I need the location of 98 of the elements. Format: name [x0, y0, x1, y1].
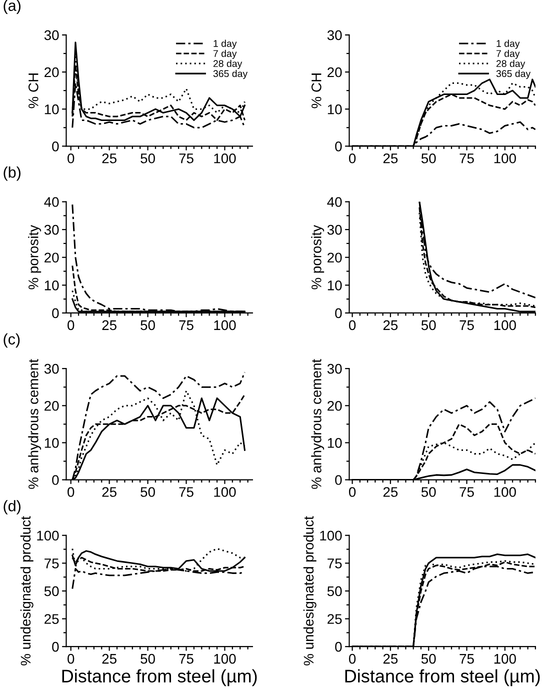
- x-tick-label: 100: [214, 153, 236, 164]
- y-axis-title: % CH: [28, 74, 38, 108]
- x-tick-label: 50: [421, 320, 436, 330]
- y-tick-label: 20: [44, 67, 59, 78]
- x-tick-label: 25: [383, 487, 398, 497]
- y-tick-label: 30: [327, 364, 342, 374]
- x-tick-label: 0: [348, 320, 356, 330]
- x-tick-label: 50: [421, 487, 436, 497]
- chart-title: (a): [4, 0, 20, 14]
- y-tick-label: 0: [52, 475, 59, 485]
- x-tick-label: 50: [140, 320, 155, 330]
- x-tick-label: 100: [494, 487, 516, 497]
- y-tick-label: 30: [327, 224, 342, 235]
- legend-label: 28 day: [496, 60, 526, 69]
- y-tick-label: 25: [328, 614, 342, 624]
- x-tick-label: 25: [102, 654, 116, 664]
- x-tick-label: 75: [179, 154, 194, 164]
- x-tick-label: 0: [68, 153, 74, 164]
- x-tick-label: 50: [421, 654, 436, 664]
- x-tick-label: 0: [348, 654, 356, 664]
- x-tick-label: 25: [102, 153, 116, 164]
- y-tick-label: 10: [44, 104, 59, 114]
- legend-label: 7 day: [496, 50, 520, 59]
- y-tick-label: 0: [52, 141, 59, 152]
- x-tick-label: 25: [102, 320, 116, 330]
- y-tick-label: 30: [44, 364, 59, 374]
- x-tick-label: 75: [460, 487, 474, 497]
- y-tick-label: 0: [52, 642, 59, 652]
- x-tick-label: 75: [179, 654, 194, 664]
- x-tick-label: 100: [214, 487, 236, 497]
- y-axis-title: % CH: [312, 74, 322, 108]
- y-axis-title: % anhydrous cement: [28, 359, 42, 489]
- x-tick-label: 75: [179, 320, 194, 330]
- x-tick-label: 50: [140, 153, 155, 164]
- y-axis-title: % porosity: [28, 224, 42, 290]
- x-tick-label: 0: [68, 654, 74, 664]
- y-tick-label: 75: [44, 558, 59, 568]
- x-tick-label: 100: [494, 153, 516, 164]
- x-axis-title: Distance from steel (µm): [62, 669, 257, 686]
- y-tick-label: 0: [52, 308, 59, 318]
- y-tick-label: 30: [44, 30, 59, 40]
- y-tick-label: 20: [328, 252, 342, 263]
- y-axis-title: % undesignated product: [303, 516, 316, 666]
- y-tick-label: 20: [328, 400, 342, 411]
- legend-label: 365 day: [496, 70, 531, 79]
- y-tick-label: 100: [320, 530, 342, 541]
- chart-title: (b): [4, 166, 20, 181]
- x-tick-label: 50: [140, 654, 155, 664]
- y-tick-label: 25: [44, 614, 59, 624]
- x-tick-label: 25: [102, 487, 116, 497]
- x-tick-label: 25: [383, 153, 398, 164]
- x-tick-label: 0: [68, 320, 74, 330]
- x-tick-label: 75: [460, 654, 474, 664]
- y-tick-label: 50: [327, 586, 342, 596]
- y-tick-label: 0: [335, 475, 342, 485]
- x-tick-label: 50: [421, 153, 436, 164]
- x-tick-label: 0: [348, 153, 356, 164]
- y-tick-label: 75: [328, 558, 342, 568]
- x-axis-title: Distance from steel (µm): [345, 669, 540, 686]
- chart-title: (d): [4, 500, 20, 514]
- legend-label: 1 day: [214, 40, 237, 49]
- x-tick-label: 25: [383, 320, 398, 330]
- x-tick-label: 100: [494, 320, 516, 330]
- legend-label: 7 day: [213, 50, 237, 59]
- y-tick-label: 10: [44, 280, 59, 290]
- y-tick-label: 10: [328, 280, 342, 290]
- y-tick-label: 10: [328, 438, 342, 448]
- x-tick-label: 100: [494, 654, 516, 664]
- x-tick-label: 100: [214, 654, 236, 664]
- y-axis-title: % porosity: [311, 224, 324, 290]
- y-tick-label: 0: [335, 642, 342, 652]
- x-tick-label: 75: [460, 320, 474, 330]
- x-tick-label: 0: [68, 487, 74, 497]
- x-tick-label: 50: [140, 487, 155, 497]
- legend-label: 1 day: [496, 40, 520, 49]
- y-tick-label: 30: [327, 30, 342, 40]
- y-tick-label: 10: [328, 104, 342, 114]
- x-tick-label: 25: [383, 654, 398, 664]
- chart-title: (c): [4, 333, 20, 348]
- y-tick-label: 40: [44, 197, 59, 207]
- y-tick-label: 0: [335, 308, 342, 318]
- y-tick-label: 40: [327, 197, 342, 207]
- y-tick-label: 0: [335, 141, 342, 152]
- y-tick-label: 30: [44, 224, 59, 235]
- x-tick-label: 75: [179, 487, 194, 497]
- y-tick-label: 20: [44, 400, 59, 411]
- y-tick-label: 100: [37, 530, 59, 541]
- x-tick-label: 100: [214, 320, 236, 330]
- y-tick-label: 20: [44, 252, 59, 263]
- legend-label: 365 day: [213, 70, 248, 79]
- y-tick-label: 20: [328, 67, 342, 78]
- y-tick-label: 50: [44, 586, 59, 596]
- y-axis-title: % undesignated product: [20, 516, 34, 666]
- x-tick-label: 0: [348, 487, 356, 497]
- y-tick-label: 10: [44, 438, 59, 448]
- legend-label: 28 day: [213, 60, 242, 69]
- x-tick-label: 75: [460, 154, 474, 164]
- y-axis-title: % anhydrous cement: [311, 359, 324, 489]
